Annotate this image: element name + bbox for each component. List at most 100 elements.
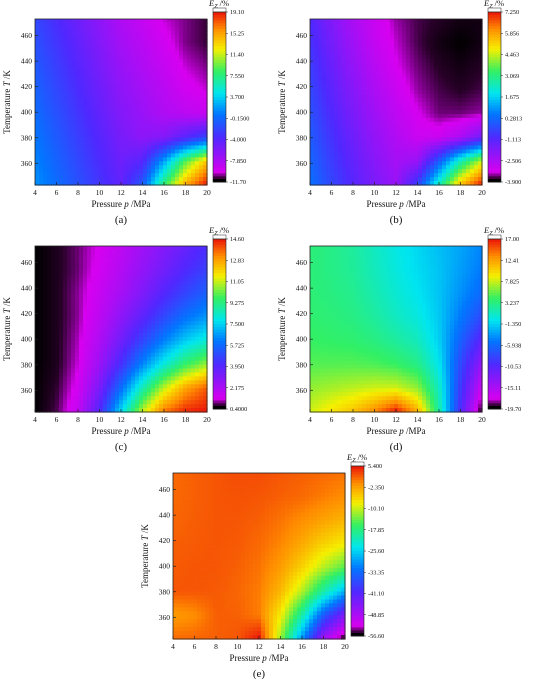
heatmap-cell [87,114,92,119]
heatmap-cell [191,157,196,162]
heatmap-cell [159,325,164,330]
heatmap-cell [394,62,399,67]
heatmap-cell [151,297,156,302]
heatmap-cell [350,74,355,79]
y-axis-label: Temperature T /K [2,70,12,134]
heatmap-cell [386,165,391,170]
heatmap-cell [410,43,415,48]
heatmap-cell [107,86,112,91]
heatmap-cell [139,59,144,64]
heatmap-cell [398,51,403,56]
heatmap-cell [382,23,387,28]
heatmap-cell [354,86,359,91]
heatmap-cell [91,35,96,40]
heatmap-cell [310,27,315,32]
heatmap-cell [183,274,188,279]
heatmap-cell [83,309,88,314]
heatmap-cell [71,305,76,310]
heatmap-cell [171,47,176,52]
heatmap-cell [458,130,463,135]
heatmap-cell [466,177,471,182]
heatmap-cell [374,118,379,123]
colorbar-segment [488,151,501,154]
heatmap-cell [195,102,200,107]
heatmap-cell [191,86,196,91]
heatmap-cell [111,110,116,115]
heatmap-cell [179,173,184,178]
heatmap-cell [474,177,479,182]
heatmap-cell [147,278,152,283]
heatmap-cell [191,297,196,302]
heatmap-cell [402,98,407,103]
heatmap-cell [167,114,172,119]
heatmap-cell [386,130,391,135]
heatmap-cell [374,126,379,131]
heatmap-cell [99,59,104,64]
heatmap-cell [354,82,359,87]
heatmap-cell [167,254,172,259]
heatmap-cell [394,51,399,56]
heatmap-cell [163,138,168,143]
heatmap-cell [346,157,351,162]
x-tick-label: 4 [308,188,312,197]
heatmap-cell [330,165,335,170]
heatmap-cell [51,289,56,294]
heatmap-cell [99,31,104,36]
heatmap-cell [91,114,96,119]
heatmap-cell [35,317,40,322]
heatmap-cell [474,62,479,67]
heatmap-cell [51,266,56,271]
heatmap-cell [171,122,176,127]
heatmap-cell [350,130,355,135]
heatmap-cell [35,114,40,119]
heatmap-cell [107,286,112,291]
heatmap-cell [414,142,419,147]
heatmap-cell [63,62,68,67]
heatmap-cell [155,293,160,298]
heatmap-cell [402,130,407,135]
heatmap-cell [390,51,395,56]
heatmap-cell [390,27,395,32]
heatmap-cell [167,333,172,338]
heatmap-cell [71,274,76,279]
heatmap-cell [406,62,411,67]
heatmap-cell [111,309,116,314]
heatmap-cell [175,122,180,127]
heatmap-cell [127,274,132,279]
heatmap-cell [39,19,44,24]
heatmap-cell [454,35,459,40]
colorbar-segment [488,40,501,43]
heatmap-cell [151,59,156,64]
heatmap-cell [187,274,192,279]
heatmap-cell [199,19,204,24]
heatmap-cell [75,114,80,119]
heatmap-cell [370,138,375,143]
heatmap-cell [322,126,327,131]
heatmap-cell [466,173,471,178]
heatmap-cell [314,138,319,143]
heatmap-cell [39,66,44,71]
heatmap-cell [39,102,44,107]
heatmap-cell [71,102,76,107]
heatmap-cell [131,254,136,259]
heatmap-cell [382,35,387,40]
heatmap-cell [87,43,92,48]
heatmap-cell [51,78,56,83]
heatmap-cell [107,337,112,342]
heatmap-cell [131,118,136,123]
heatmap-cell [103,282,108,287]
heatmap-cell [442,82,447,87]
heatmap-cell [426,19,431,24]
heatmap-cell [350,27,355,32]
heatmap-cell [191,122,196,127]
heatmap-cell [135,126,140,131]
heatmap-cell [195,282,200,287]
heatmap-cell [430,134,435,139]
heatmap-cell [155,31,160,36]
heatmap-cell [438,70,443,75]
heatmap-cell [175,114,180,119]
heatmap-cell [87,341,92,346]
heatmap-cell [338,94,343,99]
heatmap-cell [426,145,431,150]
heatmap-cell [123,313,128,318]
